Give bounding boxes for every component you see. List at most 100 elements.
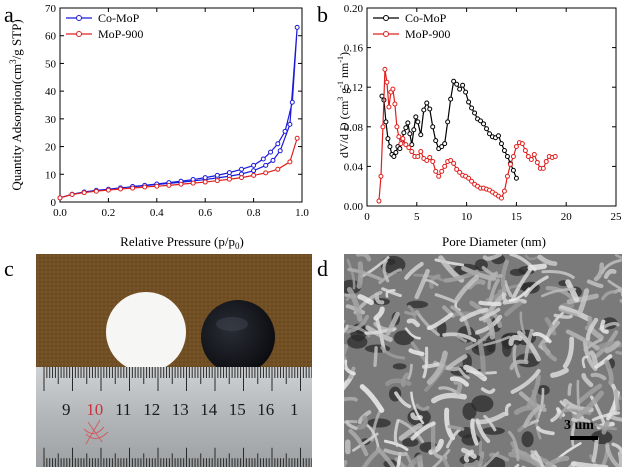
chart-b-point (430, 124, 436, 130)
chart-a-frame (59, 7, 303, 203)
red-mark (83, 419, 109, 445)
chart-b-point (504, 154, 510, 159)
chart-b-point (478, 118, 484, 124)
chart-a-legend-marker (76, 31, 82, 37)
chart-a-y-tick-label: 30 (45, 114, 57, 126)
chart-b-point (498, 141, 504, 147)
chart-b-point (400, 136, 406, 142)
chart-b-point (409, 149, 415, 155)
chart-b-point (457, 86, 463, 92)
chart-b-point (451, 78, 457, 84)
chart-a-series-line-1 (59, 27, 298, 199)
chart-b-plot: 0 5 10 15 20 25 0.00 0.04 0.08 0.12 0.16 0.20 Co-MoP… (344, 3, 622, 223)
chart-a-y-tick-label: 20 (45, 142, 57, 154)
chart-b-frame (366, 7, 617, 207)
chart-a: 0.0 0.2 0.4 0.6 0.8 1.0010203040506070Co-MoPM… (8, 3, 309, 251)
chart-a-point (166, 182, 172, 188)
chart-a-point (118, 186, 123, 192)
chart-b-point (424, 100, 430, 106)
chart-a-y-tick-label: 0 (51, 197, 57, 209)
chart-a-point (239, 166, 244, 172)
chart-b-x-tick-label: 10 (461, 211, 473, 223)
chart-b-point (469, 105, 475, 111)
chart-b-point (543, 158, 549, 164)
chart-b-point (472, 110, 478, 116)
chart-b-y-tick-label: 0.04 (344, 161, 364, 173)
chart-a-point (214, 178, 220, 184)
ruler-number: 13 (172, 400, 189, 419)
chart-b-point (385, 136, 391, 142)
chart-a-point (282, 128, 288, 134)
chart-b-point (522, 148, 528, 154)
chart-b-point (442, 163, 448, 169)
chart-b-point (513, 144, 519, 150)
chart-a-legend-marker (76, 15, 82, 21)
chart-b-point (382, 66, 388, 72)
chart-b-point (442, 141, 448, 147)
chart-b-point (495, 133, 501, 139)
chart-b-point (469, 178, 475, 184)
chart-b-point (405, 120, 411, 126)
chart-a-point (275, 166, 281, 172)
chart-a-point (294, 24, 300, 30)
chart-b-point (504, 173, 510, 179)
chart-b-ylabel-sup3: -1 (336, 56, 345, 63)
ruler-number: 14 (200, 400, 218, 419)
chart-a-x-tick-label: 0.2 (102, 207, 116, 219)
chart-b-point (487, 131, 493, 137)
chart-a-point (268, 149, 274, 155)
chart-b-point (398, 141, 404, 147)
chart-a-x-tick-label: 0.0 (53, 207, 67, 219)
chart-a-point (287, 159, 293, 165)
panel-letter-a: a (4, 2, 14, 27)
chart-b-point (401, 130, 407, 136)
chart-a-xlabel-main: Relative Pressure (p/p (120, 234, 235, 249)
chart-a-y-axis-label: Quantity Adsorption(cm3/g STP) (8, 19, 24, 190)
chart-b-point (445, 119, 451, 125)
chart-b-point (407, 131, 413, 137)
chart-a-x-tick-label: 0.4 (150, 207, 164, 219)
chart-b-point (484, 126, 490, 132)
chart-b-point (390, 86, 396, 92)
sem-image: 3 um (344, 254, 622, 467)
chart-b-point (406, 145, 412, 151)
chart-b-point (397, 146, 403, 152)
chart-b-x-tick-label: 5 (414, 211, 420, 223)
chart-b-x-tick-label: 0 (364, 211, 370, 223)
chart-b-point (552, 154, 558, 159)
chart-b-legend-marker (383, 15, 389, 21)
white-membrane (106, 292, 186, 372)
black-membrane (201, 300, 275, 374)
chart-b-point (393, 150, 399, 156)
chart-b-point (525, 154, 531, 159)
chart-a-point (270, 157, 276, 163)
chart-b-point (519, 141, 525, 147)
chart-b-point (439, 144, 445, 150)
chart-a-point (202, 175, 208, 181)
chart-b-point (513, 175, 519, 181)
ruler (36, 367, 312, 467)
chart-b-point (409, 142, 415, 148)
chart-b-ylabel-end: ) (337, 52, 351, 56)
chart-b-point (501, 188, 507, 194)
chart-b-point (394, 124, 400, 130)
chart-b-legend-label: Co-MoP (405, 11, 447, 25)
chart-a-y-tick-label: 50 (45, 58, 57, 70)
chart-b-point (380, 124, 386, 130)
ruler-number: 1 (290, 400, 299, 419)
chart-a-y-tick-label: 70 (45, 3, 57, 15)
chart-b-point (507, 161, 513, 167)
chart-b-legend-label: MoP-900 (405, 27, 450, 41)
chart-b-point (448, 96, 454, 102)
chart-b-point (391, 154, 397, 159)
chart-b-point (403, 125, 409, 131)
chart-b-point (418, 149, 424, 155)
chart-a-point (214, 172, 220, 178)
chart-a-x-tick-label: 1.0 (295, 207, 309, 219)
ruler-numbers: 9 10 11 12 13 14 15 16 1 (62, 400, 299, 419)
chart-a-point (239, 175, 244, 181)
chart-b-x-tick-label: 25 (611, 211, 622, 223)
chart-b-y-tick-label: 0.16 (344, 43, 364, 55)
chart-b-point (415, 154, 421, 159)
ruler-number: 11 (115, 400, 131, 419)
